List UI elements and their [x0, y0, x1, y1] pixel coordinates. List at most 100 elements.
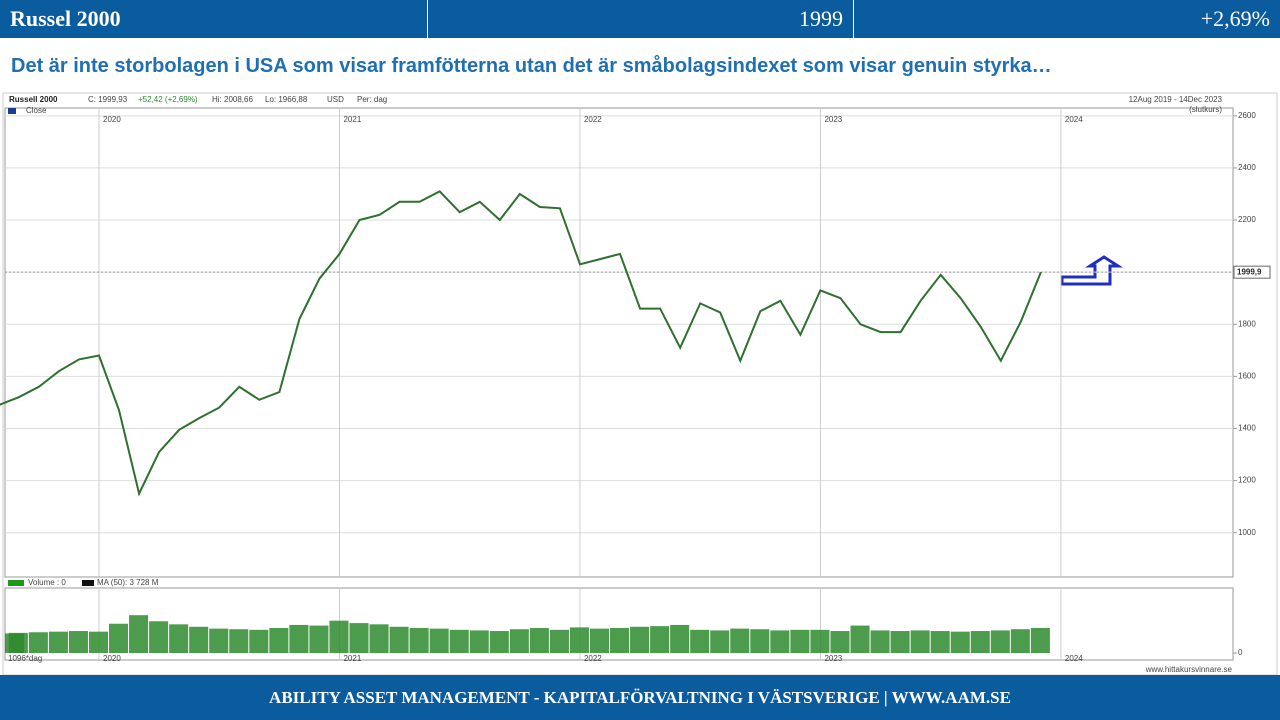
volume-bar	[249, 629, 269, 653]
volume-bar	[88, 631, 109, 653]
volume-bar	[710, 630, 730, 653]
volume-bar	[269, 627, 289, 653]
volume-bar	[670, 624, 690, 653]
volume-bar	[409, 627, 429, 653]
volume-bar	[730, 628, 750, 653]
volume-bar	[589, 628, 610, 653]
volume-bar	[990, 630, 1010, 653]
last-value-box	[1233, 265, 1271, 279]
x-tick-label: 2020	[103, 115, 121, 124]
volume-bar	[950, 631, 970, 653]
legend-label: Close	[26, 106, 47, 115]
price-panel	[4, 107, 1234, 578]
volume-bar	[970, 631, 990, 653]
volume-bar	[449, 629, 469, 653]
y-tick-label: 1600	[1238, 371, 1256, 380]
x-tick-label: 2021	[343, 654, 361, 663]
volume-bar	[189, 626, 209, 653]
up-arrow	[1060, 255, 1124, 286]
y-tick-label: 1200	[1238, 476, 1256, 485]
volume-bar	[910, 630, 930, 653]
header-change: +2,69%	[1200, 6, 1270, 31]
volume-bar	[569, 627, 589, 653]
y-tick-label: 1400	[1238, 424, 1256, 433]
footer: ABILITY ASSET MANAGEMENT - KAPITALFÖRVAL…	[0, 675, 1280, 720]
volume-bar	[630, 626, 650, 653]
info: Per: dag	[357, 95, 387, 104]
volume-bar	[309, 625, 329, 653]
y-tick-label: 1000	[1238, 528, 1256, 537]
volume-bar	[750, 629, 770, 653]
y-tick-label: 0	[1238, 648, 1243, 657]
volume-bar	[830, 631, 850, 653]
volume-bar	[690, 629, 710, 653]
volume-bar	[329, 620, 349, 653]
volume-bar	[930, 631, 950, 653]
header: Russel 2000 1999 +2,69%	[0, 0, 1280, 38]
volume-bar	[389, 626, 409, 653]
volume-bar	[790, 629, 810, 653]
header-title: Russel 2000	[10, 6, 121, 31]
volume-bar	[549, 629, 569, 653]
x-tick-label: 2022	[584, 654, 602, 663]
volume-bar	[1030, 627, 1050, 653]
chart-frame	[2, 92, 1278, 676]
header-level: 1999	[799, 6, 843, 31]
legend-swatch	[8, 580, 24, 586]
volume-bar	[1010, 629, 1030, 653]
volume-bar	[489, 631, 509, 653]
volume-bar	[8, 632, 28, 653]
volume-bar	[890, 631, 910, 653]
x-tick-label: 2023	[824, 654, 842, 663]
volume-bar	[850, 625, 870, 653]
x-tick-label: 2024	[1065, 654, 1083, 663]
volume-bar	[429, 628, 449, 653]
source: www.hittakursvinnare.se	[1145, 665, 1233, 674]
ma-label: MA (50): 3 728 M	[97, 578, 159, 587]
y-tick-label: 2200	[1238, 215, 1256, 224]
volume-bar	[469, 630, 489, 653]
volume-bar	[289, 624, 309, 653]
legend-swatch	[8, 108, 16, 114]
volume-bar	[870, 630, 890, 653]
volume-bar	[610, 627, 630, 653]
x-tick-label: 2022	[584, 115, 602, 124]
period: 12Aug 2019 - 14Dec 2023	[1129, 95, 1223, 104]
volume-panel	[4, 587, 1234, 661]
y-tick-label: 2400	[1238, 163, 1256, 172]
volume-bar	[229, 629, 249, 653]
info: +52,42 (+2,69%)	[138, 95, 198, 104]
volume-label: Volume : 0	[28, 578, 66, 587]
info: USD	[327, 95, 344, 104]
period-note: (slutkurs)	[1189, 105, 1222, 114]
volume-bar	[169, 624, 189, 653]
price-line	[0, 190, 1042, 497]
volume-bar	[529, 627, 549, 653]
info: C: 1999,93	[88, 95, 128, 104]
chart-title: Russell 2000	[9, 95, 58, 104]
volume-bar	[509, 629, 529, 653]
volume-bar	[149, 621, 169, 653]
volume-bar	[129, 615, 149, 653]
legend-swatch	[82, 580, 94, 586]
y-tick-label: 2600	[1238, 111, 1256, 120]
volume-bar	[349, 623, 369, 653]
subtitle: Det är inte storbolagen i USA som visar …	[11, 55, 1052, 77]
volume-bar	[48, 631, 68, 653]
info: Lo: 1966,88	[265, 95, 308, 104]
x-tick-label: 2021	[343, 115, 361, 124]
y-tick-label: 1800	[1238, 319, 1256, 328]
volume-bar	[810, 629, 830, 653]
volume-bar	[209, 628, 229, 653]
last-value-label: 1999,9	[1237, 267, 1262, 276]
volume-bar	[68, 631, 88, 653]
volume-bar	[650, 626, 670, 653]
volume-bar	[109, 623, 129, 653]
volume-bar	[770, 630, 790, 653]
volume-bar	[369, 624, 389, 653]
x-tick-label: 2023	[824, 115, 842, 124]
x-tick-label: 2024	[1065, 115, 1083, 124]
volume-bar	[28, 632, 48, 653]
